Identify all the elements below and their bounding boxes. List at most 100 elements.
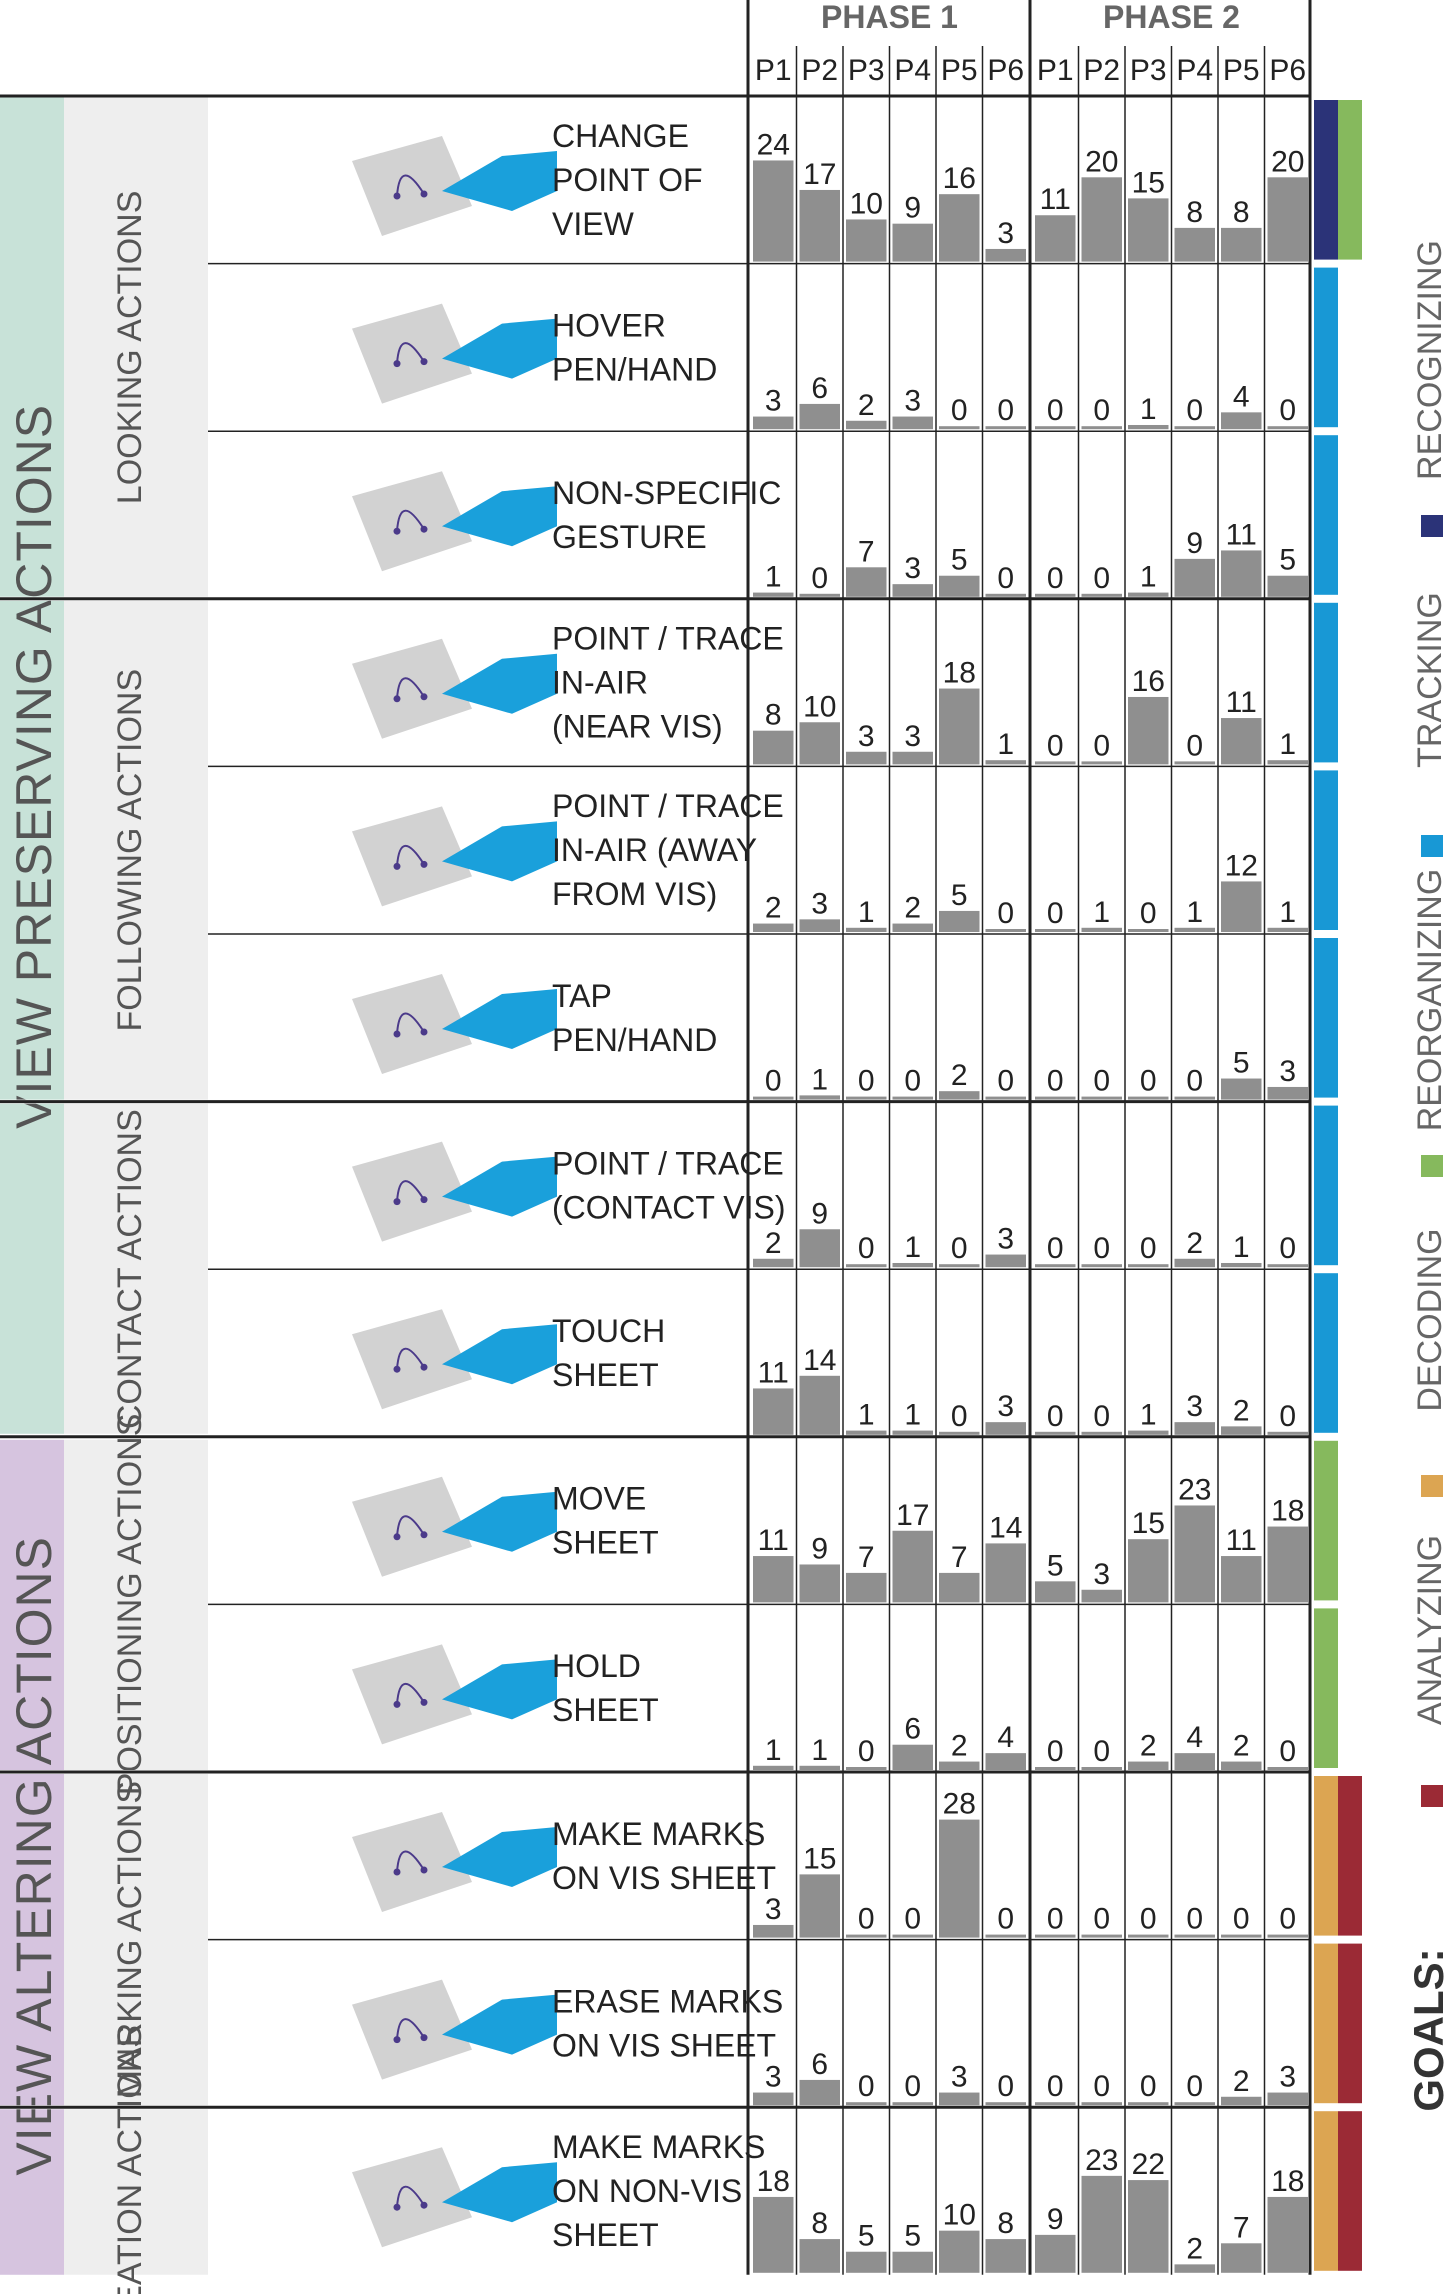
data-bar	[1267, 1086, 1308, 1100]
data-bar	[1267, 760, 1308, 765]
bar-value-label: 10	[803, 690, 836, 723]
data-bar	[846, 2251, 887, 2273]
action-label: PEN/HAND	[552, 1022, 717, 1058]
bar-value-label: 2	[1233, 1730, 1250, 1763]
hand-icon	[442, 1994, 557, 2055]
data-bar	[985, 248, 1026, 262]
data-bar	[1128, 198, 1169, 262]
bar-value-label: 11	[1226, 1524, 1257, 1557]
data-bar	[1174, 927, 1215, 932]
bar-value-label: 0	[1047, 1903, 1064, 1936]
group-label: CREATION ACTIONS	[111, 2025, 149, 2294]
action-label: ON NON-VIS	[552, 2173, 742, 2209]
bar-value-label: 12	[1225, 849, 1258, 882]
action-label: SHEET	[552, 2217, 659, 2253]
bar-value-label: 1	[811, 1734, 828, 1767]
data-bar	[753, 160, 794, 262]
action-label: MOVE	[552, 1481, 646, 1517]
data-bar	[799, 919, 840, 932]
data-bar	[1128, 592, 1169, 597]
goal-strip	[1338, 1943, 1362, 2104]
goal-strip	[1314, 1273, 1338, 1433]
bar-value-label: 3	[811, 887, 828, 920]
group-label: POSITIONING ACTIONS	[111, 1414, 149, 1796]
data-bar	[1035, 593, 1076, 597]
data-bar	[1174, 1258, 1215, 1268]
bar-value-label: 11	[1040, 183, 1071, 216]
legend-swatch	[1421, 1475, 1443, 1497]
action-label: POINT / TRACE	[552, 1145, 784, 1181]
action-label: POINT / TRACE	[552, 621, 784, 657]
bar-value-label: 16	[1132, 665, 1165, 698]
bar-value-label: 1	[765, 1734, 782, 1767]
bar-value-label: 0	[1093, 729, 1110, 762]
data-bar	[1035, 1581, 1076, 1603]
data-bar	[985, 426, 1026, 430]
bar-value-label: 3	[904, 720, 921, 753]
bar-value-label: 0	[997, 1903, 1014, 1936]
data-bar	[985, 760, 1026, 765]
legend-label: REORGANIZING	[1411, 869, 1449, 1132]
bar-value-label: 0	[1047, 1400, 1064, 1433]
data-bar	[985, 2102, 1026, 2106]
bar-value-label: 2	[1233, 2065, 1250, 2098]
bar-value-label: 6	[811, 372, 828, 405]
bar-value-label: 2	[904, 892, 921, 925]
bar-value-label: 0	[904, 2070, 921, 2103]
bar-value-label: 22	[1132, 2148, 1165, 2181]
data-bar	[846, 1572, 887, 1603]
bar-value-label: 3	[997, 1390, 1014, 1423]
data-bar	[1221, 881, 1262, 932]
hand-icon	[442, 318, 557, 379]
data-bar	[1081, 177, 1122, 262]
curve-icon	[396, 1683, 425, 1705]
data-bar	[753, 1765, 794, 1770]
data-bar	[1081, 927, 1122, 932]
data-bar	[939, 2230, 980, 2273]
data-bar	[1035, 2102, 1076, 2106]
data-bar	[1221, 718, 1262, 765]
curve-icon	[396, 1347, 425, 1370]
data-bar	[1128, 1761, 1169, 1770]
bar-value-label: 0	[1093, 1065, 1110, 1098]
data-bar	[799, 1765, 840, 1770]
bar-value-label: 0	[1047, 897, 1064, 930]
bar-value-label: 3	[904, 385, 921, 418]
bar-value-label: 15	[803, 1842, 836, 1875]
data-bar	[1128, 1539, 1169, 1603]
category-label: VIEW PRESERVING ACTIONS	[6, 404, 62, 1129]
bar-value-label: 14	[989, 1511, 1022, 1544]
data-bar	[1174, 227, 1215, 262]
curve-icon	[396, 2185, 425, 2208]
data-bar	[1081, 1096, 1122, 1100]
data-bar	[892, 1262, 933, 1268]
data-bar	[985, 1753, 1026, 1770]
vis-sheet-icon	[352, 2147, 472, 2248]
goals-title: GOALS:	[1405, 1948, 1452, 2111]
curve-icon	[396, 342, 425, 364]
bar-value-label: 7	[858, 1541, 875, 1574]
goal-strip	[1314, 100, 1338, 260]
data-bar	[1174, 426, 1215, 430]
data-bar	[753, 2196, 794, 2273]
bar-value-label: 5	[1047, 1549, 1064, 1582]
goal-strip	[1338, 100, 1362, 260]
bar-value-label: 1	[1279, 728, 1296, 761]
bar-value-label: 0	[1093, 394, 1110, 427]
action-label: ERASE MARKS	[552, 1983, 783, 2019]
action-label: POINT OF	[552, 162, 703, 198]
data-bar	[799, 593, 840, 597]
participant-label: P3	[848, 54, 885, 87]
data-bar	[753, 1258, 794, 1268]
bar-value-label: 0	[951, 1232, 968, 1265]
data-bar	[892, 2102, 933, 2106]
bar-value-label: 0	[904, 1065, 921, 1098]
bar-value-label: 0	[1047, 1065, 1064, 1098]
data-bar	[1128, 1096, 1169, 1100]
vis-sheet-icon	[352, 1979, 472, 2080]
data-bar	[985, 2239, 1026, 2273]
group-label: FOLLOWING ACTIONS	[111, 669, 149, 1032]
bar-value-label: 2	[1233, 1394, 1250, 1427]
bar-value-label: 7	[951, 1541, 968, 1574]
action-label: MAKE MARKS	[552, 1816, 765, 1852]
